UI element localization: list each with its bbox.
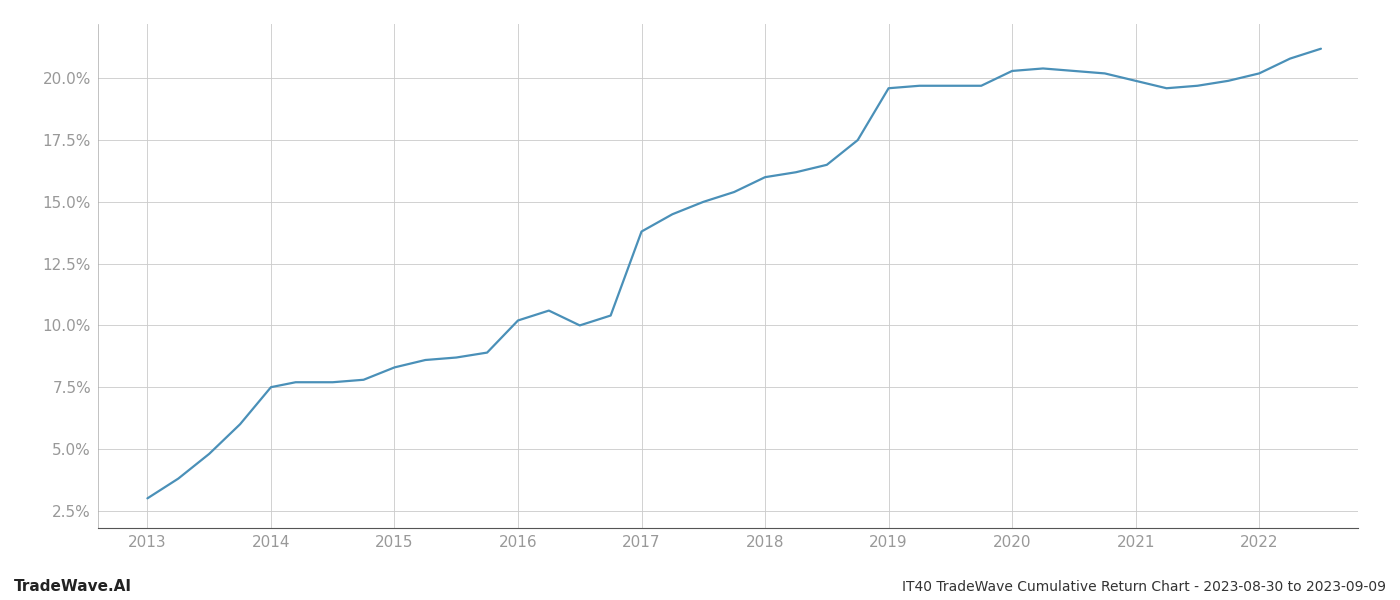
Text: TradeWave.AI: TradeWave.AI: [14, 579, 132, 594]
Text: IT40 TradeWave Cumulative Return Chart - 2023-08-30 to 2023-09-09: IT40 TradeWave Cumulative Return Chart -…: [902, 580, 1386, 594]
